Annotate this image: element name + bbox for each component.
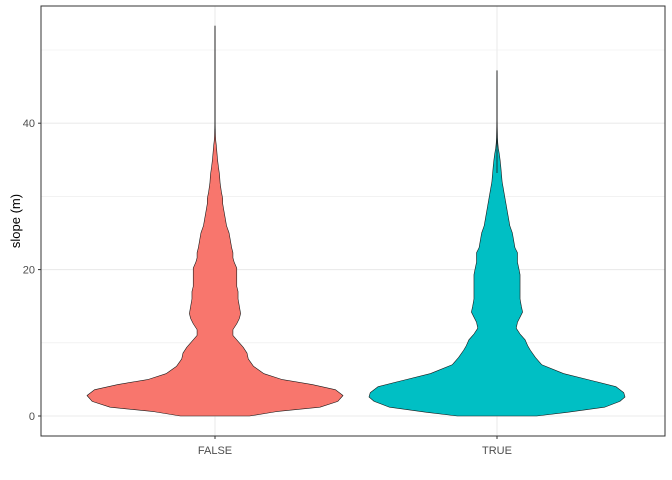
y-tick-label: 40 <box>23 118 35 130</box>
y-axis: 0 20 40 <box>23 118 41 423</box>
x-tick-label: FALSE <box>198 445 232 457</box>
y-tick-label: 20 <box>23 265 35 277</box>
x-axis: FALSE TRUE <box>198 436 512 457</box>
y-tick-label: 0 <box>29 411 35 423</box>
violin-layer <box>86 25 626 417</box>
panel-border <box>40 5 666 437</box>
y-axis-title: slope (m) <box>8 194 23 248</box>
x-tick-label: TRUE <box>482 445 512 457</box>
panel-background <box>41 6 665 436</box>
